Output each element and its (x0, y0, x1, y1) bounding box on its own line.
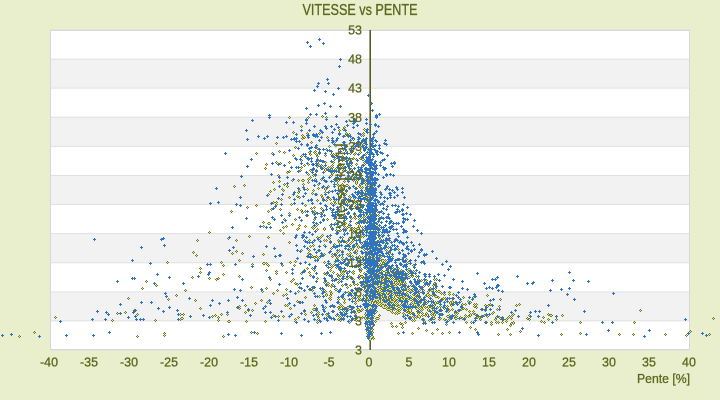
svg-text:5: 5 (406, 356, 413, 370)
svg-text:Pente [%]: Pente [%] (637, 372, 690, 386)
svg-text:3: 3 (355, 344, 362, 358)
svg-text:Vitesse [km/h]: Vitesse [km/h] (334, 144, 348, 229)
svg-text:-30: -30 (120, 356, 138, 370)
svg-text:35: 35 (642, 356, 656, 370)
svg-text:38: 38 (348, 111, 362, 125)
svg-text:-40: -40 (40, 356, 58, 370)
svg-text:20: 20 (522, 356, 536, 370)
svg-text:-35: -35 (80, 356, 98, 370)
svg-text:43: 43 (348, 82, 362, 96)
svg-text:18: 18 (348, 227, 362, 241)
svg-text:-10: -10 (280, 356, 298, 370)
svg-text:40: 40 (682, 356, 696, 370)
svg-text:8: 8 (355, 285, 362, 299)
svg-text:28: 28 (348, 169, 362, 183)
svg-text:3: 3 (355, 314, 362, 328)
svg-text:VITESSE vs PENTE: VITESSE vs PENTE (303, 2, 418, 19)
svg-text:0: 0 (366, 356, 373, 370)
svg-text:-25: -25 (160, 356, 178, 370)
svg-text:-5: -5 (323, 356, 334, 370)
svg-text:30: 30 (602, 356, 616, 370)
svg-text:15: 15 (482, 356, 496, 370)
svg-text:10: 10 (442, 356, 456, 370)
svg-text:-15: -15 (240, 356, 258, 370)
svg-text:-20: -20 (200, 356, 218, 370)
svg-text:23: 23 (348, 198, 362, 212)
svg-text:33: 33 (348, 140, 362, 154)
svg-text:53: 53 (348, 24, 362, 38)
svg-text:13: 13 (348, 256, 362, 270)
svg-text:48: 48 (348, 53, 362, 67)
svg-text:25: 25 (562, 356, 576, 370)
